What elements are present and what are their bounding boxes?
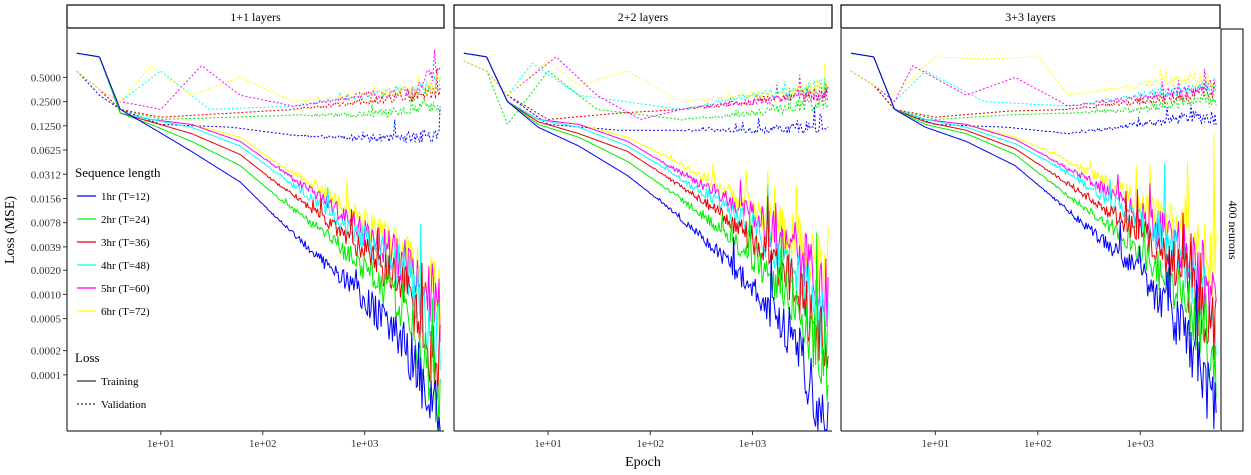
validation-line-3 bbox=[850, 70, 1217, 118]
validation-line-5 bbox=[76, 49, 441, 110]
legend-linetype-label: Validation bbox=[101, 399, 147, 411]
panel-strip bbox=[840, 4, 1221, 29]
y-tick-label: 0.1250 bbox=[31, 121, 62, 133]
x-tick-label: 1e+03 bbox=[351, 438, 379, 450]
panel-3: 3+3 layers 1e+01 1e+02 1e+03 bbox=[840, 4, 1221, 450]
y-tick-label: 0.0005 bbox=[31, 314, 62, 326]
x-tick-label: 1e+01 bbox=[534, 438, 562, 450]
y-axis-title: Loss (MSE) bbox=[3, 196, 18, 264]
x-tick-label: 1e+02 bbox=[249, 438, 277, 450]
legend-color-label: 3hr (T=36) bbox=[101, 237, 150, 249]
facet-strip-right: 400 neurons bbox=[1220, 28, 1244, 432]
panel-title: 3+3 layers bbox=[1005, 10, 1056, 24]
x-tick-label: 1e+02 bbox=[636, 438, 664, 450]
panel-title: 1+1 layers bbox=[230, 10, 281, 24]
validation-line-4 bbox=[850, 70, 1217, 108]
legend-color-title: Sequence length bbox=[75, 165, 161, 180]
panel-title: 2+2 layers bbox=[618, 10, 669, 24]
legend-linetype-label: Training bbox=[101, 376, 139, 388]
legend-color-label: 1hr (T=12) bbox=[101, 191, 150, 203]
x-axis-title: Epoch bbox=[625, 455, 661, 470]
panel-2: 2+2 layers 1e+01 1e+02 1e+03 bbox=[453, 4, 833, 450]
training-line-1 bbox=[76, 52, 441, 431]
validation-line-3 bbox=[76, 69, 441, 118]
series-lines bbox=[463, 52, 829, 431]
x-tick-label: 1e+03 bbox=[739, 438, 767, 450]
legend-color-label: 4hr (T=48) bbox=[101, 260, 150, 272]
legend-color-label: 2hr (T=24) bbox=[101, 214, 150, 226]
validation-line-3 bbox=[463, 60, 829, 120]
training-line-2 bbox=[850, 52, 1217, 398]
facet-strip-right-label: 400 neurons bbox=[1226, 201, 1240, 260]
series-lines bbox=[850, 52, 1217, 430]
y-tick-label: 0.0020 bbox=[31, 265, 62, 277]
y-tick-label: 0.0039 bbox=[31, 242, 62, 254]
x-tick-label: 1e+01 bbox=[147, 438, 175, 450]
validation-line-2 bbox=[850, 70, 1217, 120]
y-tick-label: 0.0156 bbox=[31, 193, 62, 205]
x-tick-label: 1e+02 bbox=[1024, 438, 1052, 450]
validation-line-1 bbox=[76, 70, 441, 144]
y-tick-label: 0.2500 bbox=[31, 97, 62, 109]
validation-line-4 bbox=[463, 60, 829, 111]
validation-line-1 bbox=[850, 70, 1217, 135]
y-tick-label: 0.0078 bbox=[31, 218, 62, 230]
training-line-6 bbox=[463, 52, 829, 309]
y-axis: 0.5000 0.2500 0.1250 0.0625 0.0312 0.0156 0.00… bbox=[31, 72, 67, 382]
validation-line-6 bbox=[76, 65, 441, 103]
panel-1: 1+1 layers 1e+01 1e+02 1e+03 bbox=[66, 4, 445, 450]
y-tick-label: 0.0001 bbox=[31, 370, 61, 382]
y-tick-label: 0.5000 bbox=[31, 72, 62, 84]
training-line-2 bbox=[463, 52, 829, 402]
validation-line-6 bbox=[463, 60, 829, 103]
series-lines bbox=[76, 49, 441, 431]
legend-color-label: 5hr (T=60) bbox=[101, 283, 150, 295]
x-tick-label: 1e+03 bbox=[1126, 438, 1154, 450]
legend: Sequence length 1hr (T=12) 2hr (T=24) 3hr (… bbox=[69, 160, 187, 416]
panel-strip bbox=[66, 4, 445, 29]
y-tick-label: 0.0010 bbox=[31, 289, 62, 301]
panel-strip bbox=[453, 4, 833, 29]
x-tick-label: 1e+01 bbox=[922, 438, 950, 450]
training-line-3 bbox=[463, 52, 829, 369]
validation-line-5 bbox=[463, 56, 829, 120]
training-line-4 bbox=[76, 52, 441, 371]
training-line-4 bbox=[850, 52, 1217, 356]
legend-linetype-title: Loss bbox=[75, 350, 100, 365]
y-tick-label: 0.0312 bbox=[31, 169, 61, 181]
training-line-1 bbox=[463, 52, 829, 431]
training-line-3 bbox=[76, 52, 441, 400]
legend-color-label: 6hr (T=72) bbox=[101, 306, 150, 318]
validation-line-2 bbox=[463, 60, 829, 125]
validation-line-6 bbox=[850, 56, 1217, 97]
validation-line-4 bbox=[76, 70, 441, 110]
training-line-4 bbox=[463, 52, 829, 356]
y-tick-label: 0.0625 bbox=[31, 145, 62, 157]
training-line-1 bbox=[850, 52, 1217, 430]
y-tick-label: 0.0002 bbox=[31, 346, 61, 358]
validation-line-2 bbox=[76, 70, 441, 120]
validation-line-1 bbox=[463, 60, 829, 136]
training-line-5 bbox=[850, 52, 1217, 319]
